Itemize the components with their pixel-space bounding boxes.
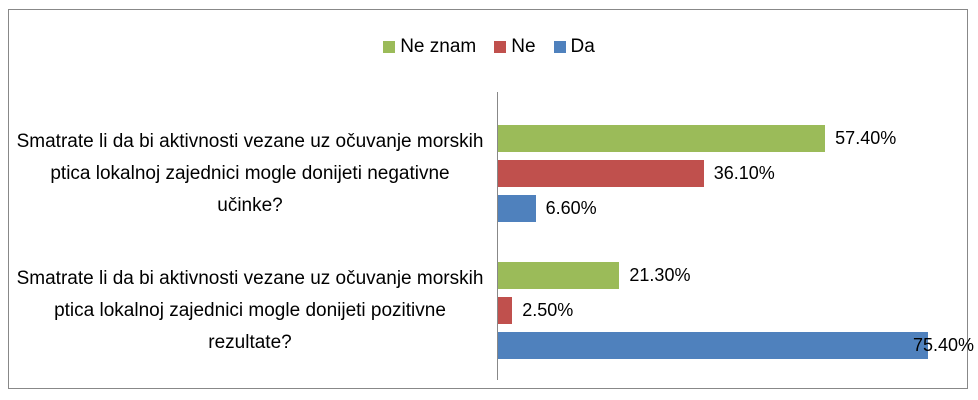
- bar: [498, 160, 704, 187]
- legend-item: Ne znam: [383, 36, 476, 58]
- legend-label: Ne znam: [400, 36, 477, 57]
- chart-frame: [8, 9, 968, 389]
- legend: Ne znam Ne Da: [0, 36, 978, 58]
- legend-label: Da: [570, 36, 595, 57]
- bar: [498, 195, 536, 222]
- bar: [498, 297, 513, 324]
- value-label: 75.40%: [913, 335, 975, 355]
- legend-swatch: [494, 41, 507, 53]
- category-label: Smatrate li da bi aktivnosti vezane uz o…: [16, 130, 484, 216]
- value-label: 6.60%: [545, 198, 597, 218]
- value-label: 21.30%: [629, 265, 691, 285]
- legend-item: Ne: [494, 36, 536, 58]
- bar: [498, 262, 620, 289]
- bar: [498, 125, 826, 152]
- legend-label: Ne: [511, 36, 536, 57]
- bar: [498, 332, 928, 359]
- legend-swatch: [553, 41, 566, 53]
- legend-swatch: [383, 41, 396, 53]
- legend-item: Da: [553, 36, 595, 58]
- value-label: 36.10%: [713, 163, 775, 183]
- category-label: Smatrate li da bi aktivnosti vezane uz o…: [16, 267, 484, 353]
- value-label: 57.40%: [835, 128, 897, 148]
- axis-line: [497, 92, 498, 380]
- value-label: 2.50%: [522, 300, 574, 320]
